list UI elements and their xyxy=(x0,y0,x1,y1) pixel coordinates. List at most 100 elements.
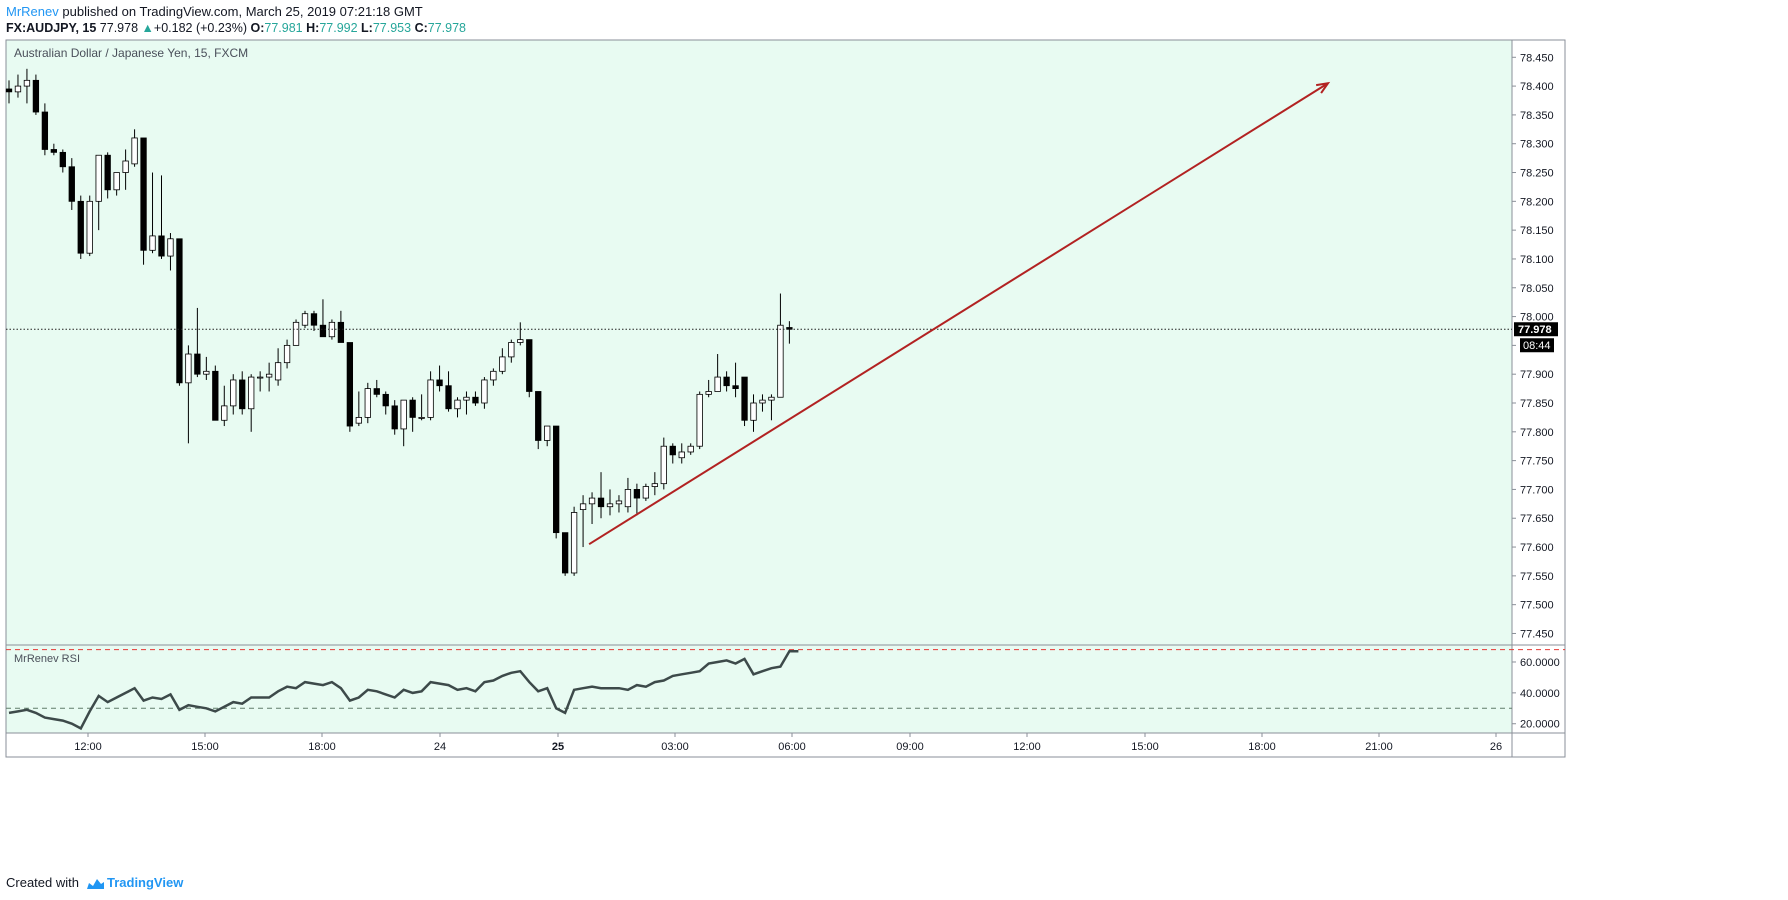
candle xyxy=(651,472,658,496)
candle-body xyxy=(678,451,685,459)
candle-body xyxy=(158,235,165,257)
candle xyxy=(418,394,425,421)
high-value: 77.992 xyxy=(319,21,358,35)
candle-body xyxy=(355,417,362,424)
candle-body xyxy=(561,532,569,574)
candle xyxy=(588,492,596,524)
candle-body xyxy=(221,405,228,421)
candle xyxy=(382,391,389,415)
time-tick-label: 12:00 xyxy=(74,741,102,753)
candle-body xyxy=(59,151,66,168)
candle xyxy=(194,307,201,378)
candle-body xyxy=(32,79,40,113)
candle-body xyxy=(481,379,488,404)
candle-body xyxy=(140,137,147,251)
candle xyxy=(669,443,676,464)
candle-body xyxy=(418,417,425,419)
chart-title: Australian Dollar / Japanese Yen, 15, FX… xyxy=(14,46,248,60)
rsi-pane xyxy=(6,645,1512,733)
candle-body xyxy=(77,200,84,254)
time-tick-label: 21:00 xyxy=(1365,741,1393,753)
price-change: +0.182 (+0.23%) xyxy=(153,21,248,35)
time-tick-label: 25 xyxy=(552,741,564,753)
candle-body xyxy=(50,149,57,153)
candle xyxy=(310,310,318,331)
candle-body xyxy=(750,402,757,421)
candle-body xyxy=(68,166,75,202)
candle-body xyxy=(579,503,587,510)
candle-body xyxy=(203,370,210,375)
candle xyxy=(131,129,138,167)
last-price-tag xyxy=(1514,322,1558,337)
candle xyxy=(32,74,40,115)
cloud-icon xyxy=(86,878,104,889)
published-text: published on TradingView.com, March 25, … xyxy=(62,4,423,19)
trend-arrow-head xyxy=(1315,81,1331,94)
tradingview-brand: TradingView xyxy=(106,875,184,890)
open-value: 77.981 xyxy=(264,21,303,35)
rsi-line xyxy=(8,649,799,731)
up-triangle-icon: ▲ xyxy=(141,21,154,35)
time-tick-label: 03:00 xyxy=(661,741,689,753)
candle-body xyxy=(301,313,309,326)
time-tick-label: 24 xyxy=(434,741,446,753)
candle-body xyxy=(535,391,542,441)
publish-info: MrRenev published on TradingView.com, Ma… xyxy=(6,4,423,19)
time-tick-label: 26 xyxy=(1490,741,1502,753)
candle xyxy=(454,397,461,418)
candle xyxy=(445,371,452,412)
candle xyxy=(553,425,560,539)
ohlc-bar: FX:AUDJPY, 15 77.978 ▲+0.182 (+0.23%) O:… xyxy=(6,21,466,35)
candle xyxy=(508,339,515,363)
candle xyxy=(526,339,533,398)
author-link[interactable]: MrRenev xyxy=(6,4,59,19)
candle xyxy=(732,362,739,398)
candle xyxy=(5,80,13,104)
price-tick-label: 78.200 xyxy=(1520,196,1554,208)
candle-body xyxy=(687,445,694,453)
candle-body xyxy=(499,356,506,372)
price-tick-label: 77.750 xyxy=(1520,456,1554,468)
candle-body xyxy=(382,393,389,407)
price-tick-label: 78.050 xyxy=(1520,283,1554,295)
candle xyxy=(561,532,569,576)
candle xyxy=(660,437,667,490)
candle xyxy=(714,354,721,392)
candle xyxy=(373,379,380,398)
candle-body xyxy=(274,362,282,381)
candle xyxy=(696,391,703,450)
candle xyxy=(265,362,273,392)
candle-body xyxy=(624,489,632,508)
candle-body xyxy=(167,238,174,257)
candle xyxy=(176,238,183,386)
candle xyxy=(113,172,120,196)
candle xyxy=(786,321,793,344)
candle-body xyxy=(95,154,102,202)
candle xyxy=(472,391,479,406)
price-tick-label: 77.800 xyxy=(1520,427,1554,439)
candle xyxy=(319,299,327,338)
price-tick-label: 78.450 xyxy=(1520,52,1554,64)
candle xyxy=(14,74,22,98)
candle xyxy=(777,293,784,398)
price-tick-label: 77.850 xyxy=(1520,398,1554,410)
candle xyxy=(77,195,84,259)
candle xyxy=(346,342,354,432)
candle-body xyxy=(364,388,371,418)
candle-body xyxy=(553,425,560,534)
high-label: H: xyxy=(306,21,320,35)
price-tick-label: 78.250 xyxy=(1520,168,1554,180)
price-tick-label: 77.900 xyxy=(1520,369,1554,381)
time-tick-label: 09:00 xyxy=(896,741,924,753)
candle xyxy=(104,152,111,199)
candle-body xyxy=(310,313,318,326)
candle xyxy=(337,310,345,343)
rsi-tick-label: 40.0000 xyxy=(1520,688,1560,700)
candle xyxy=(723,371,730,392)
candle-body xyxy=(660,445,667,485)
candle-body xyxy=(283,344,291,364)
candle-body xyxy=(131,137,138,165)
candle-body xyxy=(14,85,22,93)
tradingview-logo[interactable]: TradingView xyxy=(83,875,183,890)
